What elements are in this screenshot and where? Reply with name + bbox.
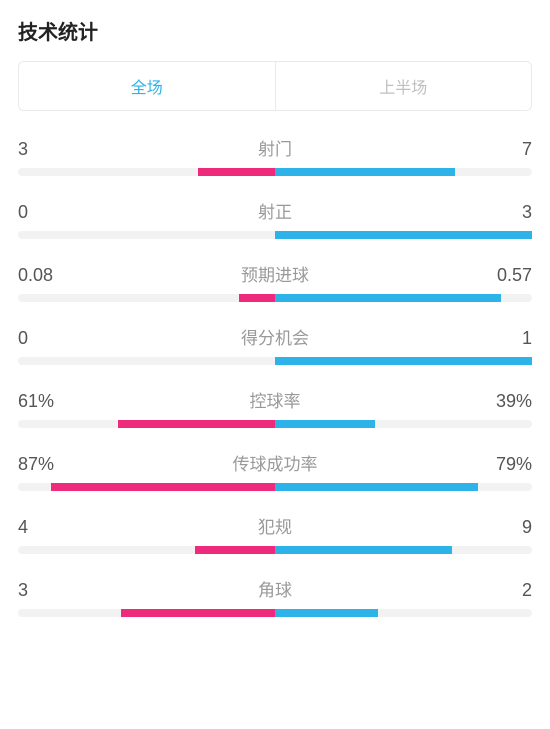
stat-bar <box>18 357 532 365</box>
stat-row: 3 射门 7 <box>18 135 532 176</box>
bar-fill-away <box>275 483 478 491</box>
stat-label: 预期进球 <box>241 261 309 286</box>
stat-row: 61% 控球率 39% <box>18 387 532 428</box>
stat-home-value: 0.08 <box>18 265 68 286</box>
stat-row: 0 射正 3 <box>18 198 532 239</box>
stat-bar <box>18 168 532 176</box>
bar-fill-home <box>118 420 275 428</box>
stat-label-row: 87% 传球成功率 79% <box>18 450 532 475</box>
bar-half-home <box>18 294 275 302</box>
tab-first-half[interactable]: 上半场 <box>275 62 532 110</box>
bar-fill-away <box>275 420 375 428</box>
stat-bar <box>18 483 532 491</box>
bar-fill-away <box>275 231 532 239</box>
stat-label: 传球成功率 <box>233 450 318 475</box>
stat-bar <box>18 420 532 428</box>
stat-label: 犯规 <box>258 513 292 538</box>
section-title: 技术统计 <box>18 16 532 45</box>
stat-label: 射正 <box>258 198 292 223</box>
stat-away-value: 39% <box>482 391 532 412</box>
stat-away-value: 9 <box>482 517 532 538</box>
stat-away-value: 1 <box>482 328 532 349</box>
bar-half-home <box>18 168 275 176</box>
bar-half-away <box>275 168 532 176</box>
bar-fill-home <box>51 483 275 491</box>
stat-row: 87% 传球成功率 79% <box>18 450 532 491</box>
stat-label-row: 0 射正 3 <box>18 198 532 223</box>
bar-half-away <box>275 231 532 239</box>
stat-away-value: 7 <box>482 139 532 160</box>
stat-home-value: 61% <box>18 391 68 412</box>
bar-half-home <box>18 357 275 365</box>
stat-label: 控球率 <box>250 387 301 412</box>
bar-half-home <box>18 546 275 554</box>
stat-home-value: 3 <box>18 139 68 160</box>
stat-bar <box>18 609 532 617</box>
bar-half-home <box>18 420 275 428</box>
stat-bar <box>18 294 532 302</box>
bar-half-away <box>275 357 532 365</box>
stat-label-row: 3 射门 7 <box>18 135 532 160</box>
stat-away-value: 2 <box>482 580 532 601</box>
bar-fill-home <box>195 546 275 554</box>
stat-row: 0.08 预期进球 0.57 <box>18 261 532 302</box>
bar-half-home <box>18 231 275 239</box>
stat-label: 角球 <box>258 576 292 601</box>
bar-fill-home <box>239 294 275 302</box>
bar-fill-away <box>275 609 378 617</box>
stat-away-value: 0.57 <box>482 265 532 286</box>
tab-group: 全场 上半场 <box>18 61 532 111</box>
bar-half-away <box>275 294 532 302</box>
stat-label-row: 3 角球 2 <box>18 576 532 601</box>
tab-full-game[interactable]: 全场 <box>19 62 275 110</box>
stat-label-row: 61% 控球率 39% <box>18 387 532 412</box>
stat-row: 4 犯规 9 <box>18 513 532 554</box>
stat-label-row: 0.08 预期进球 0.57 <box>18 261 532 286</box>
stat-home-value: 87% <box>18 454 68 475</box>
stats-list: 3 射门 7 0 射正 3 0.08 预期进球 0.57 0 得分机会 1 61% 控球率 39% 87% 传球… <box>18 135 532 617</box>
bar-fill-away <box>275 357 532 365</box>
stat-away-value: 3 <box>482 202 532 223</box>
bar-fill-away <box>275 168 455 176</box>
stat-bar <box>18 546 532 554</box>
bar-half-home <box>18 483 275 491</box>
stat-home-value: 3 <box>18 580 68 601</box>
bar-half-home <box>18 609 275 617</box>
stat-home-value: 0 <box>18 328 68 349</box>
stat-row: 0 得分机会 1 <box>18 324 532 365</box>
bar-fill-home <box>198 168 275 176</box>
bar-fill-home <box>121 609 275 617</box>
bar-half-away <box>275 483 532 491</box>
stat-home-value: 0 <box>18 202 68 223</box>
stat-away-value: 79% <box>482 454 532 475</box>
stat-label-row: 0 得分机会 1 <box>18 324 532 349</box>
bar-half-away <box>275 546 532 554</box>
stat-bar <box>18 231 532 239</box>
stat-row: 3 角球 2 <box>18 576 532 617</box>
bar-half-away <box>275 609 532 617</box>
stat-home-value: 4 <box>18 517 68 538</box>
bar-half-away <box>275 420 532 428</box>
stat-label: 得分机会 <box>241 324 309 349</box>
stat-label: 射门 <box>258 135 292 160</box>
bar-fill-away <box>275 294 501 302</box>
bar-fill-away <box>275 546 452 554</box>
stat-label-row: 4 犯规 9 <box>18 513 532 538</box>
